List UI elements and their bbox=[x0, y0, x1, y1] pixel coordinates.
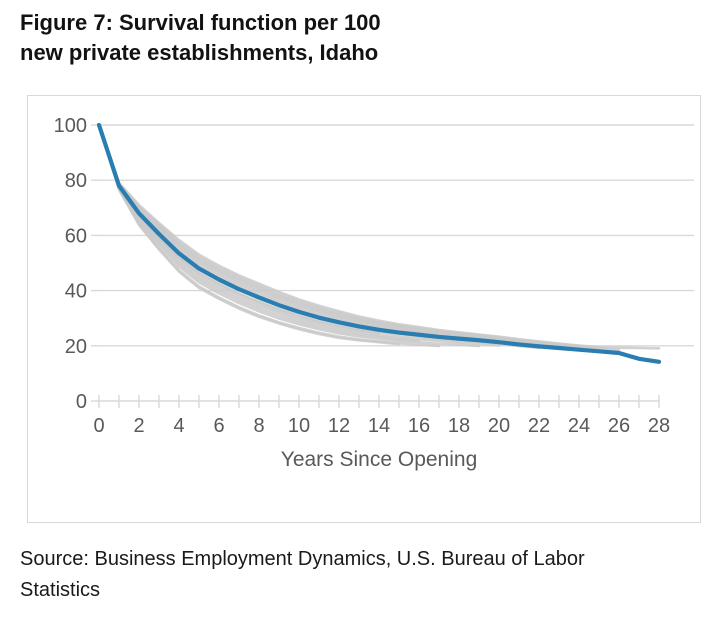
x-tick-label: 12 bbox=[328, 415, 350, 437]
x-tick-label: 8 bbox=[253, 415, 264, 437]
x-tick-label: 4 bbox=[173, 415, 184, 437]
source-note-line-2: Statistics bbox=[20, 579, 101, 601]
source-note-line-1: Source: Business Employment Dynamics, U.… bbox=[20, 548, 585, 570]
x-tick-label: 0 bbox=[93, 415, 104, 437]
x-tick-label: 16 bbox=[408, 415, 430, 437]
y-tick-label: 80 bbox=[65, 170, 87, 192]
cohort-series-line bbox=[97, 123, 501, 347]
figure-title: Figure 7: Survival function per 100 new … bbox=[20, 8, 460, 68]
source-note: Source: Business Employment Dynamics, U.… bbox=[20, 544, 680, 606]
figure-title-line-1: Figure 7: Survival function per 100 bbox=[20, 10, 381, 35]
cohort-series-line bbox=[97, 123, 421, 343]
y-tick-label: 60 bbox=[65, 225, 87, 247]
y-tick-label: 20 bbox=[65, 336, 87, 358]
cohort-series-line bbox=[97, 123, 521, 343]
x-tick-label: 10 bbox=[288, 415, 310, 437]
x-tick-label: 24 bbox=[568, 415, 590, 437]
x-tick-label: 20 bbox=[488, 415, 510, 437]
y-tick-label: 40 bbox=[65, 281, 87, 303]
x-tick-label: 28 bbox=[648, 415, 670, 437]
x-tick-label: 14 bbox=[368, 415, 390, 437]
figure-title-line-2: new private establishments, Idaho bbox=[20, 40, 379, 65]
cohort-series-line bbox=[97, 123, 381, 335]
highlight-series-line bbox=[96, 122, 662, 364]
x-axis-title: Years Since Opening bbox=[280, 448, 478, 471]
x-tick-label: 22 bbox=[528, 415, 550, 437]
cohort-series-line bbox=[97, 123, 661, 350]
cohort-series-line bbox=[97, 123, 401, 346]
chart-plot-area: 0 20 40 60 80 100 0 2 4 6 8 10 12 14 16 18 20 22 24 26 28 Ye… bbox=[27, 95, 701, 523]
y-tick-label: 100 bbox=[54, 115, 87, 137]
x-tick-label: 26 bbox=[608, 415, 630, 437]
y-tick-label: 0 bbox=[76, 391, 87, 413]
x-tick-label: 2 bbox=[133, 415, 144, 437]
cohort-series-line bbox=[97, 123, 481, 348]
x-tick-label: 18 bbox=[448, 415, 470, 437]
cohort-series-line bbox=[97, 123, 581, 348]
x-tick-label: 6 bbox=[213, 415, 224, 437]
